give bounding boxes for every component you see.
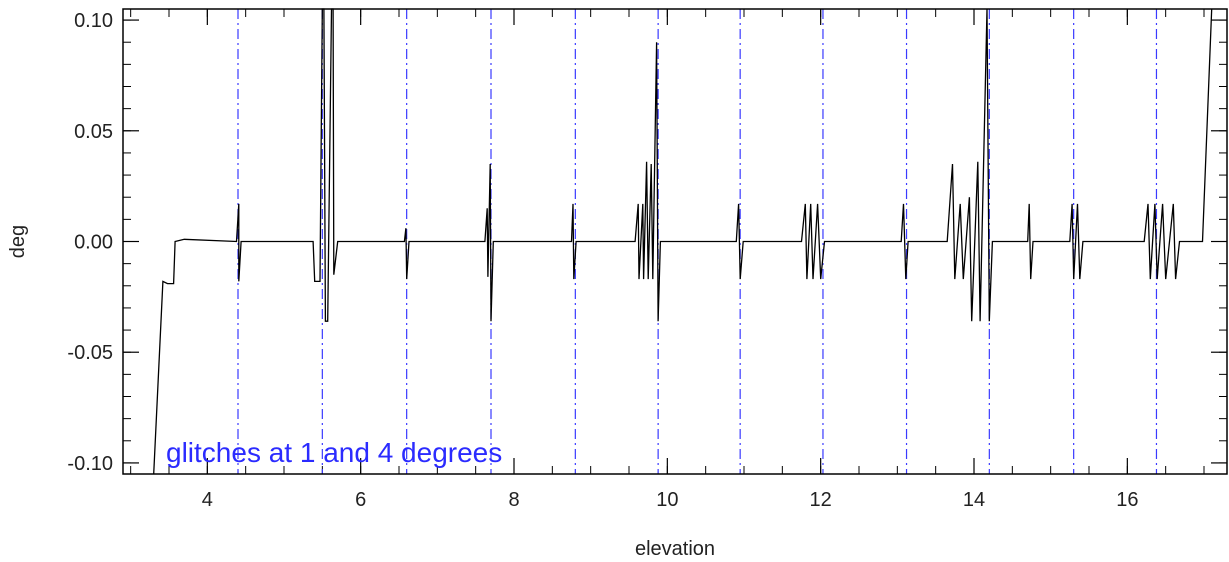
y-tick-label: -0.05	[67, 342, 113, 364]
y-axis: -0.10 -0.05 0.00 0.05 0.10	[67, 10, 1227, 475]
x-axis-title: elevation	[635, 538, 715, 560]
x-axis: 4 6 8 10 12 14 16	[202, 9, 1138, 511]
x-tick-label: 10	[656, 489, 678, 511]
x-tick-label: 14	[963, 489, 985, 511]
y-tick-label: 0.00	[74, 232, 113, 254]
vertical-marker-lines	[237, 9, 1158, 474]
y-tick-label: 0.10	[74, 10, 113, 32]
x-tick-label: 4	[202, 489, 213, 511]
x-tick-label: 8	[508, 489, 519, 511]
x-tick-label: 6	[355, 489, 366, 511]
y-tick-label: 0.05	[74, 121, 113, 143]
x-tick-label: 16	[1116, 489, 1138, 511]
annotation-text: glitches at 1 and 4 degrees	[166, 437, 502, 468]
y-axis-title: deg	[7, 225, 29, 258]
series-line	[153, 8, 1213, 475]
y-tick-label: -0.10	[67, 453, 113, 475]
x-tick-label: 12	[810, 489, 832, 511]
